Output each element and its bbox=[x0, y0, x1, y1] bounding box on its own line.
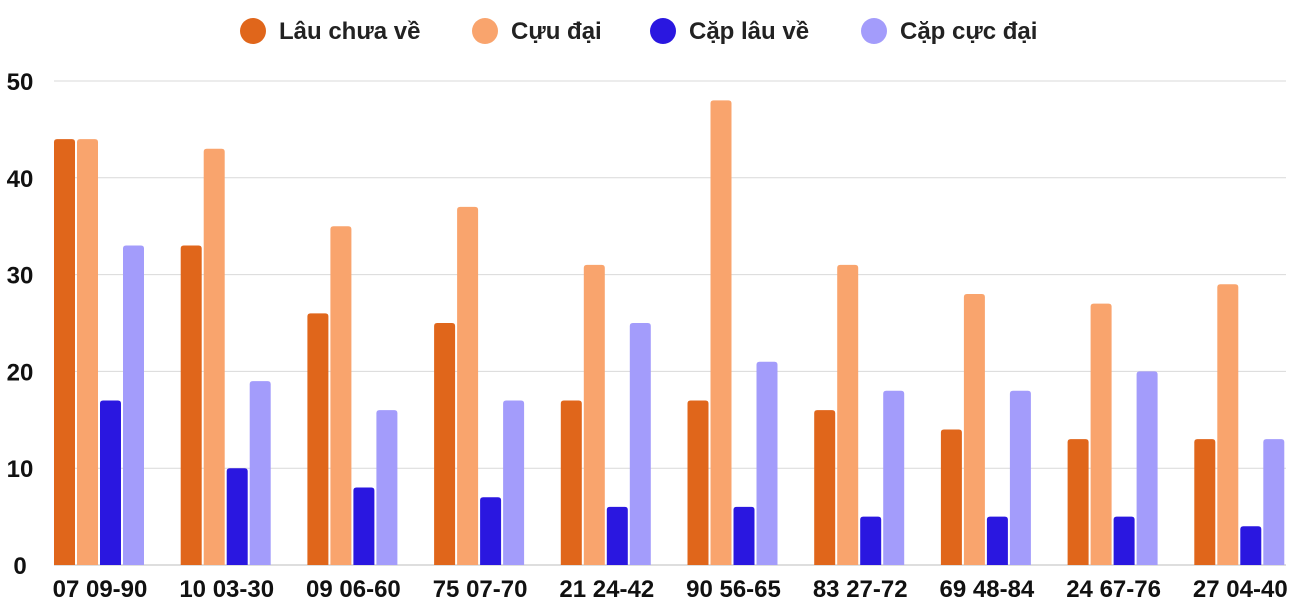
bar-series-2-category-1 bbox=[226, 468, 248, 565]
x-tick-label: 75 07-70 bbox=[433, 576, 528, 600]
legend-marker-2 bbox=[650, 18, 676, 44]
bar-series-0-category-1 bbox=[180, 245, 202, 565]
y-tick-label: 20 bbox=[7, 359, 34, 386]
bar-series-2-category-7 bbox=[986, 516, 1008, 565]
legend-label-0: Lâu chưa về bbox=[279, 18, 420, 45]
bar-series-2-category-9 bbox=[1240, 526, 1262, 565]
y-tick-label: 30 bbox=[7, 263, 34, 290]
bar-series-1-category-1 bbox=[203, 148, 225, 565]
bar-series-1-category-2 bbox=[330, 226, 352, 565]
x-tick-number: 07 bbox=[53, 576, 80, 600]
bar-series-0-category-6 bbox=[814, 410, 836, 565]
bar-series-1-category-4 bbox=[583, 264, 605, 565]
x-tick-pair: 03-30 bbox=[213, 576, 274, 600]
bar-series-3-category-0 bbox=[123, 245, 144, 565]
bar-series-1-category-9 bbox=[1217, 284, 1239, 565]
x-tick-label: 24 67-76 bbox=[1066, 576, 1161, 600]
bar-series-3-category-7 bbox=[1009, 390, 1031, 565]
bar-series-3-category-6 bbox=[883, 390, 905, 565]
x-tick-number: 75 bbox=[433, 576, 460, 600]
x-tick-pair: 09-90 bbox=[86, 576, 147, 600]
bar-series-1-category-0 bbox=[77, 139, 98, 565]
bar-series-1-category-6 bbox=[837, 264, 859, 565]
bar-series-2-category-2 bbox=[353, 487, 375, 565]
bar-series-0-category-7 bbox=[940, 429, 962, 565]
x-tick-pair: 06-60 bbox=[339, 576, 400, 600]
bar-series-0-category-8 bbox=[1067, 439, 1089, 565]
legend-label-3: Cặp cực đại bbox=[900, 18, 1037, 45]
y-tick-label: 10 bbox=[7, 456, 34, 483]
bar-series-3-category-4 bbox=[629, 323, 651, 565]
x-tick-label: 07 09-90 bbox=[53, 576, 148, 600]
legend-label-1: Cựu đại bbox=[511, 18, 602, 45]
x-tick-number: 24 bbox=[1066, 576, 1093, 600]
bar-series-3-category-8 bbox=[1136, 371, 1158, 565]
x-tick-pair: 27-72 bbox=[846, 576, 907, 600]
bars bbox=[54, 100, 1285, 566]
x-tick-number: 09 bbox=[306, 576, 333, 600]
bar-series-1-category-5 bbox=[710, 100, 732, 566]
legend: Lâu chưa về Cựu đại Cặp lâu về Cặp cực đại bbox=[240, 18, 1037, 45]
y-tick-label: 50 bbox=[7, 69, 34, 96]
x-tick-label: 90 56-65 bbox=[686, 576, 781, 600]
x-tick-number: 90 bbox=[686, 576, 713, 600]
bar-series-1-category-8 bbox=[1090, 303, 1112, 565]
x-tick-pair: 67-76 bbox=[1100, 576, 1161, 600]
x-tick-number: 69 bbox=[940, 576, 967, 600]
bar-series-2-category-8 bbox=[1113, 516, 1135, 565]
x-tick-pair: 24-42 bbox=[593, 576, 654, 600]
y-tick-label: 40 bbox=[7, 166, 34, 193]
x-tick-number: 27 bbox=[1193, 576, 1220, 600]
x-tick-label: 83 27-72 bbox=[813, 576, 908, 600]
legend-marker-0 bbox=[240, 18, 266, 44]
x-tick-number: 10 bbox=[179, 576, 206, 600]
x-tick-number: 21 bbox=[559, 576, 586, 600]
bar-series-3-category-9 bbox=[1263, 439, 1285, 565]
x-tick-pair: 04-40 bbox=[1226, 576, 1287, 600]
bar-series-0-category-2 bbox=[307, 313, 329, 565]
x-tick-label: 27 04-40 bbox=[1193, 576, 1288, 600]
bar-series-3-category-5 bbox=[756, 361, 778, 565]
bar-series-0-category-9 bbox=[1194, 439, 1216, 565]
bar-series-2-category-4 bbox=[606, 506, 628, 565]
legend-marker-3 bbox=[861, 18, 887, 44]
bar-series-0-category-4 bbox=[560, 400, 582, 565]
bar-series-3-category-3 bbox=[503, 400, 525, 565]
legend-marker-1 bbox=[472, 18, 498, 44]
bar-series-3-category-1 bbox=[249, 381, 271, 565]
bar-series-2-category-5 bbox=[733, 506, 755, 565]
bar-series-0-category-5 bbox=[687, 400, 709, 565]
x-tick-pair: 56-65 bbox=[719, 576, 780, 600]
x-tick-label: 09 06-60 bbox=[306, 576, 401, 600]
x-tick-label: 69 48-84 bbox=[940, 576, 1035, 600]
x-axis-ticks: 07 09-90 10 03-30 09 06-60 75 07-70 21 24-42… bbox=[53, 576, 1288, 603]
bar-series-3-category-2 bbox=[376, 410, 398, 565]
bar-series-2-category-6 bbox=[860, 516, 882, 565]
bar-series-0-category-3 bbox=[434, 323, 456, 565]
y-axis-ticks: 0 10 20 30 40 50 bbox=[7, 69, 34, 580]
bar-series-1-category-3 bbox=[457, 206, 479, 565]
x-tick-label: 21 24-42 bbox=[559, 576, 654, 600]
x-tick-number: 83 bbox=[813, 576, 840, 600]
bar-series-1-category-7 bbox=[963, 293, 985, 565]
x-tick-pair: 48-84 bbox=[973, 576, 1035, 600]
bar-series-0-category-0 bbox=[54, 139, 75, 565]
legend-label-2: Cặp lâu về bbox=[689, 18, 809, 45]
y-tick-label: 0 bbox=[13, 553, 26, 580]
bar-series-2-category-0 bbox=[100, 400, 121, 565]
x-tick-label: 10 03-30 bbox=[179, 576, 274, 600]
x-tick-pair: 07-70 bbox=[466, 576, 527, 600]
bar-series-2-category-3 bbox=[480, 497, 502, 565]
